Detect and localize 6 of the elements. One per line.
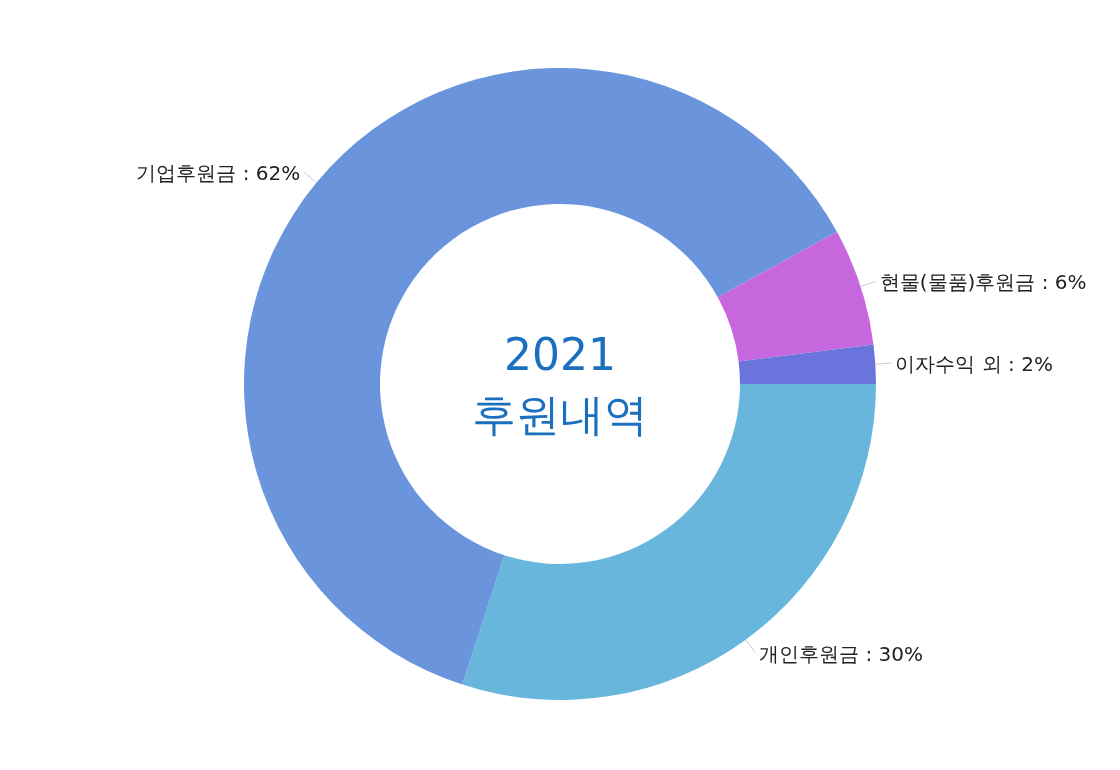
slice-label: 이자수익 외 : 2% bbox=[895, 352, 1053, 377]
slice-label: 개인후원금 : 30% bbox=[759, 641, 924, 666]
text: 후원내역 bbox=[472, 389, 648, 440]
slice-label: 현물(물품)후원금 : 6% bbox=[879, 270, 1087, 295]
text: 2021 bbox=[504, 329, 616, 380]
slice-label: 기업후원금 : 62% bbox=[136, 161, 301, 186]
